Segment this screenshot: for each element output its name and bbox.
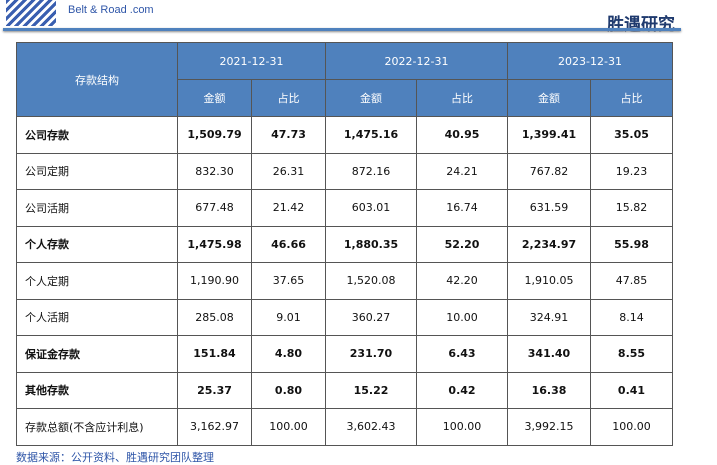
logo-text: Belt & Road .com [68,4,154,16]
amount-cell: 3,162.97 [177,408,252,446]
amount-cell: 872.16 [325,152,417,190]
date-header: 2022-12-31 [325,42,508,80]
ratio-cell: 37.65 [251,262,326,300]
ratio-cell: 8.55 [590,335,673,373]
brand-title: 胜遇研究 [607,15,675,35]
amount-cell: 3,992.15 [507,408,591,446]
date-header: 2021-12-31 [177,42,326,80]
ratio-cell: 9.01 [251,298,326,336]
table-row: 存款总额(不含应计利息) 3,162.97 100.00 3,602.43 100.00… [16,408,673,446]
amount-cell: 231.70 [325,335,417,373]
table-row: 个人活期 285.08 9.01 360.27 10.00 324.91 8.14 [16,298,673,336]
ratio-cell: 10.00 [416,298,508,336]
sub-header: 占比 [416,79,508,117]
ratio-cell: 52.20 [416,225,508,263]
row-label: 公司存款 [16,116,178,154]
amount-cell: 2,234.97 [507,225,591,263]
amount-cell: 360.27 [325,298,417,336]
ratio-cell: 24.21 [416,152,508,190]
amount-cell: 1,509.79 [177,116,252,154]
amount-cell: 151.84 [177,335,252,373]
row-label: 个人定期 [16,262,178,300]
row-label: 存款总额(不含应计利息) [16,408,178,446]
amount-cell: 1,475.98 [177,225,252,263]
corner-header: 存款结构 [16,42,178,117]
ratio-cell: 42.20 [416,262,508,300]
row-label: 其他存款 [16,371,178,409]
sub-header: 金额 [177,79,252,117]
amount-cell: 25.37 [177,371,252,409]
ratio-cell: 40.95 [416,116,508,154]
ratio-cell: 8.14 [590,298,673,336]
ratio-cell: 15.82 [590,189,673,227]
table-row: 公司定期 832.30 26.31 872.16 24.21 767.82 19.23 [16,152,673,190]
ratio-cell: 19.23 [590,152,673,190]
row-label: 公司定期 [16,152,178,190]
amount-cell: 15.22 [325,371,417,409]
amount-cell: 1,910.05 [507,262,591,300]
table-row: 公司存款 1,509.79 47.73 1,475.16 40.95 1,399.41 35… [16,116,673,154]
amount-cell: 767.82 [507,152,591,190]
amount-cell: 1,190.90 [177,262,252,300]
amount-cell: 285.08 [177,298,252,336]
amount-cell: 341.40 [507,335,591,373]
ratio-cell: 0.41 [590,371,673,409]
amount-cell: 677.48 [177,189,252,227]
ratio-cell: 47.73 [251,116,326,154]
ratio-cell: 0.80 [251,371,326,409]
amount-cell: 603.01 [325,189,417,227]
amount-cell: 1,475.16 [325,116,417,154]
amount-cell: 16.38 [507,371,591,409]
amount-cell: 631.59 [507,189,591,227]
table-row: 其他存款 25.37 0.80 15.22 0.42 16.38 0.41 [16,371,673,409]
ratio-cell: 35.05 [590,116,673,154]
table-row: 个人定期 1,190.90 37.65 1,520.08 42.20 1,910.05 47… [16,262,673,300]
amount-cell: 832.30 [177,152,252,190]
amount-cell: 1,399.41 [507,116,591,154]
row-label: 个人活期 [16,298,178,336]
ratio-cell: 100.00 [590,408,673,446]
ratio-cell: 47.85 [590,262,673,300]
sub-header: 占比 [590,79,673,117]
ratio-cell: 100.00 [251,408,326,446]
ratio-cell: 21.42 [251,189,326,227]
row-label: 个人存款 [16,225,178,263]
table-row: 保证金存款 151.84 4.80 231.70 6.43 341.40 8.55 [16,335,673,373]
ratio-cell: 46.66 [251,225,326,263]
row-label: 保证金存款 [16,335,178,373]
deposit-structure-table: 存款结构 2021-12-31 2022-12-31 2023-12-31 金额… [16,42,673,446]
amount-cell: 1,520.08 [325,262,417,300]
sub-header: 金额 [507,79,591,117]
header-divider [3,28,681,31]
amount-cell: 324.91 [507,298,591,336]
ratio-cell: 26.31 [251,152,326,190]
ratio-cell: 0.42 [416,371,508,409]
sub-header: 占比 [251,79,326,117]
ratio-cell: 4.80 [251,335,326,373]
table-row: 公司活期 677.48 21.42 603.01 16.74 631.59 15.82 [16,189,673,227]
amount-cell: 1,880.35 [325,225,417,263]
sub-header: 金额 [325,79,417,117]
date-header: 2023-12-31 [507,42,673,80]
ratio-cell: 100.00 [416,408,508,446]
ratio-cell: 6.43 [416,335,508,373]
source-note: 数据来源：公开资料、胜遇研究团队整理 [16,451,214,464]
logo-icon [6,0,56,26]
ratio-cell: 55.98 [590,225,673,263]
amount-cell: 3,602.43 [325,408,417,446]
row-label: 公司活期 [16,189,178,227]
ratio-cell: 16.74 [416,189,508,227]
table-row: 个人存款 1,475.98 46.66 1,880.35 52.20 2,234.97 55… [16,225,673,263]
